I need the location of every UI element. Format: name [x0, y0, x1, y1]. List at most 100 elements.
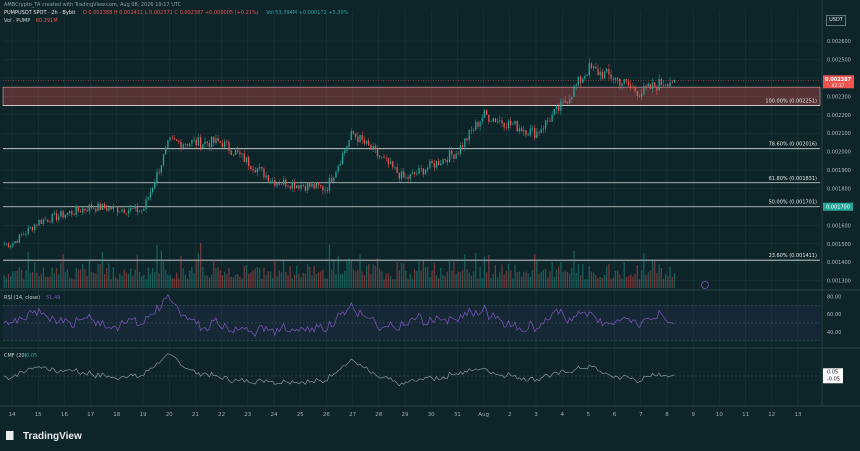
candle-body	[348, 140, 350, 147]
volume-bar	[344, 271, 346, 288]
alert-icon	[701, 281, 709, 289]
candle-body	[27, 227, 29, 234]
volume-bar	[141, 276, 143, 288]
candle-body	[221, 142, 224, 148]
volume-bar	[40, 273, 42, 288]
candle-body	[14, 241, 16, 244]
candle-body	[350, 131, 352, 141]
candle-body	[457, 153, 459, 155]
volume-bar	[75, 267, 77, 288]
volume-bar	[523, 271, 525, 288]
volume-bar	[3, 275, 5, 288]
cmf-axis-label: -0.05	[827, 376, 840, 382]
volume-bar	[496, 277, 499, 288]
candle-body	[269, 180, 272, 182]
volume-bar	[359, 254, 361, 288]
volume-bar	[38, 276, 40, 288]
candle-body	[151, 187, 154, 192]
quote-currency-button[interactable]: USDT	[826, 15, 846, 26]
candle-body	[636, 90, 638, 97]
candle-body	[110, 207, 112, 210]
candle-body	[540, 129, 542, 133]
volume-bar	[416, 270, 418, 288]
volume-bar	[86, 275, 88, 288]
candle-body	[165, 147, 167, 155]
candle-body	[479, 121, 481, 127]
rsi-axis-label: 60.00	[827, 312, 841, 318]
candle-body	[121, 209, 123, 212]
volume-bar	[252, 270, 254, 288]
candle-body	[108, 207, 110, 211]
candle-body	[627, 81, 630, 86]
volume-bar	[376, 258, 379, 288]
candle-body	[538, 131, 540, 133]
volume-bar	[429, 276, 431, 288]
volume-bar	[381, 271, 383, 288]
candle-body	[647, 83, 649, 87]
volume-bar	[278, 270, 280, 288]
volume-bar	[614, 271, 617, 288]
candle-body	[357, 136, 359, 143]
candle-body	[175, 139, 178, 141]
volume-bar	[341, 273, 344, 288]
candle-body	[208, 143, 211, 148]
volume-bar	[309, 266, 311, 288]
volume-bar	[529, 276, 531, 288]
candle-body	[346, 146, 348, 151]
volume-bar	[486, 272, 488, 288]
volume-bar	[97, 264, 99, 288]
candle-body	[623, 79, 625, 84]
candle-body	[328, 178, 331, 191]
volume-bar	[189, 270, 191, 288]
volume-bar	[206, 275, 208, 288]
volume-bar	[392, 279, 394, 288]
cmf-title: CMF (20)	[4, 353, 27, 359]
brand-name: TradingView	[23, 431, 82, 442]
candle-body	[486, 110, 488, 116]
volume-bar	[396, 262, 398, 288]
candle-body	[385, 157, 387, 159]
volume-bar	[582, 264, 584, 288]
candle-body	[287, 186, 289, 188]
volume-bar	[90, 271, 93, 288]
symbol-name[interactable]: PUMPUSDT SPOT · 2h · Bybit	[4, 10, 76, 16]
candle-body	[534, 127, 536, 139]
volume-bar	[132, 276, 134, 288]
candle-body	[381, 156, 383, 158]
volume-bar	[398, 270, 400, 288]
volume-bar	[156, 244, 158, 288]
candle-body	[309, 183, 311, 187]
volume-bar	[558, 266, 560, 288]
candle-body	[446, 160, 449, 163]
candle-body	[355, 133, 357, 137]
candle-body	[25, 233, 27, 235]
volume-bar	[658, 264, 660, 288]
candle-body	[529, 128, 531, 135]
volume-bar	[424, 266, 427, 288]
candle-body	[77, 206, 80, 211]
volume-bar	[197, 253, 200, 288]
candle-body	[29, 226, 31, 228]
price-axis-label: 0.002000	[827, 150, 851, 156]
candle-body	[7, 243, 10, 247]
candle-body	[590, 63, 593, 69]
volume-label[interactable]: Vol · PUMP	[4, 18, 31, 24]
candle-body	[453, 154, 455, 159]
time-axis-label: 27	[349, 412, 356, 418]
candle-body	[252, 168, 254, 171]
candle-body	[435, 160, 438, 168]
time-axis-label: 26	[323, 412, 330, 418]
volume-bar	[562, 271, 564, 288]
time-axis-label: 30	[428, 412, 435, 418]
volume-bar	[662, 278, 665, 288]
candle-body	[173, 138, 176, 140]
candle-body	[437, 160, 440, 166]
candle-body	[638, 96, 641, 97]
volume-bar	[73, 279, 75, 288]
candle-body	[606, 68, 608, 72]
candle-body	[282, 179, 285, 185]
volume-bar	[592, 272, 595, 288]
volume-bar	[477, 279, 479, 288]
candle-body	[588, 63, 590, 76]
